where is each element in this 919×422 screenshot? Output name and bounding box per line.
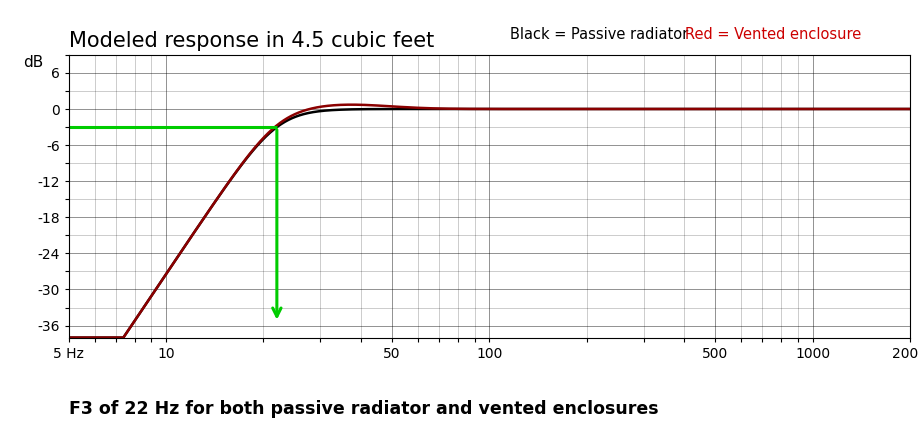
Text: F3 of 22 Hz for both passive radiator and vented enclosures: F3 of 22 Hz for both passive radiator an… (69, 400, 659, 418)
Text: dB: dB (23, 55, 43, 70)
Text: Modeled response in 4.5 cubic feet: Modeled response in 4.5 cubic feet (69, 30, 434, 51)
Text: Red = Vented enclosure: Red = Vented enclosure (685, 27, 861, 43)
Text: Black = Passive radiator: Black = Passive radiator (510, 27, 688, 43)
